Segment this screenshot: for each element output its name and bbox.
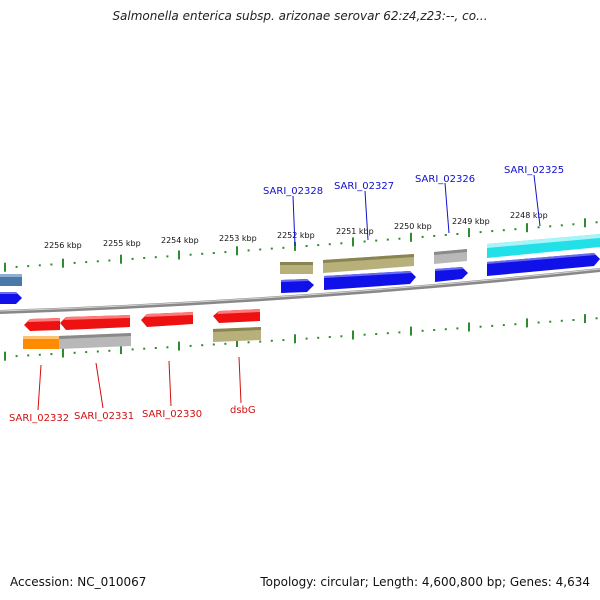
feature-orange-02332[interactable] [23,336,59,349]
scale-label-2249: 2249 kbp [452,217,490,226]
inner-scale-ticks [4,314,598,361]
genome-stats-text: Topology: circular; Length: 4,600,800 bp… [260,575,590,589]
gene-arrow-SARI_02326[interactable] [435,267,468,282]
gene-arrow-SARI_02325[interactable] [487,253,600,276]
scale-label-2248: 2248 kbp [510,211,548,220]
scale-label-2254: 2254 kbp [161,236,199,245]
gene-label-SARI_02330[interactable]: SARI_02330 [142,409,202,420]
scale-label-2255: 2255 kbp [103,239,141,248]
forward-strand-features [0,234,600,304]
genome-backbone [0,268,600,314]
map-title: Salmonella enterica subsp. arizonae sero… [112,9,488,23]
gene-label-SARI_02325[interactable]: SARI_02325 [504,165,564,176]
outer-scale-ticks [4,218,598,272]
gene-label-SARI_02331[interactable]: SARI_02331 [74,411,134,422]
gene-arrow-SARI_02328[interactable] [281,279,314,293]
gene-label-SARI_02332[interactable]: SARI_02332 [9,413,69,424]
scale-label-2250: 2250 kbp [394,222,432,231]
accession-text: Accession: NC_010067 [10,575,147,589]
gene-label-SARI_02326[interactable]: SARI_02326 [415,174,475,185]
scale-label-2251: 2251 kbp [336,227,374,236]
scale-label-2253: 2253 kbp [219,234,257,243]
gene-label-SARI_02327[interactable]: SARI_02327 [334,181,394,192]
gene-label-dsbG[interactable]: dsbG [230,405,256,416]
scale-label-2256: 2256 kbp [44,241,82,250]
scale-label-2252: 2252 kbp [277,231,315,240]
gene-label-SARI_02328[interactable]: SARI_02328 [263,186,323,197]
feature-blue-left[interactable] [0,292,22,304]
reverse-strand-features [23,309,261,349]
